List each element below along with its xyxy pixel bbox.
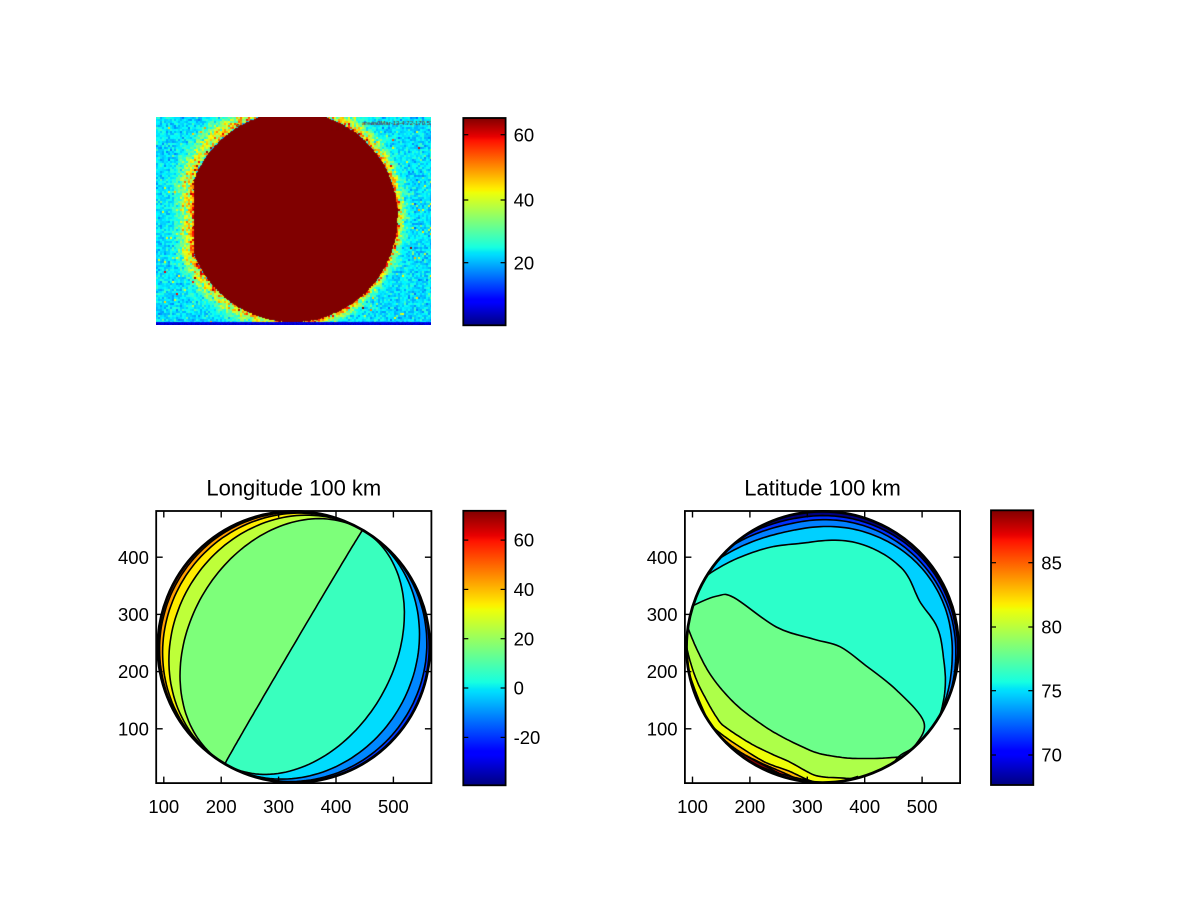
svg-text:200: 200: [734, 796, 765, 817]
svg-text:200: 200: [647, 661, 678, 682]
svg-text:100: 100: [677, 796, 708, 817]
svg-text:40: 40: [514, 190, 535, 211]
svg-text:80: 80: [1041, 617, 1062, 638]
svg-text:-20: -20: [514, 727, 541, 748]
svg-text:300: 300: [647, 604, 678, 625]
svg-text:400: 400: [118, 547, 149, 568]
svg-text:500: 500: [907, 796, 938, 817]
svg-text:20: 20: [514, 252, 535, 273]
svg-text:85: 85: [1041, 552, 1062, 573]
svg-text:500: 500: [378, 796, 409, 817]
svg-text:70: 70: [1041, 745, 1062, 766]
svg-text:400: 400: [849, 796, 880, 817]
svg-text:200: 200: [206, 796, 237, 817]
svg-text:60: 60: [514, 124, 535, 145]
svg-text:100: 100: [118, 718, 149, 739]
svg-text:400: 400: [321, 796, 352, 817]
svg-text:300: 300: [118, 604, 149, 625]
svg-text:200: 200: [118, 661, 149, 682]
svg-text:60: 60: [514, 530, 535, 551]
svg-text:75: 75: [1041, 680, 1062, 701]
svg-text:300: 300: [792, 796, 823, 817]
svg-text:Longitude 100 km: Longitude 100 km: [206, 476, 381, 501]
svg-text:0: 0: [514, 678, 524, 699]
svg-text:300: 300: [263, 796, 294, 817]
svg-text:100: 100: [647, 718, 678, 739]
svg-text:100: 100: [148, 796, 179, 817]
svg-text:400: 400: [647, 547, 678, 568]
svg-text:20: 20: [514, 628, 535, 649]
svg-text:Latitude 100 km: Latitude 100 km: [744, 476, 901, 501]
svg-text:40: 40: [514, 579, 535, 600]
